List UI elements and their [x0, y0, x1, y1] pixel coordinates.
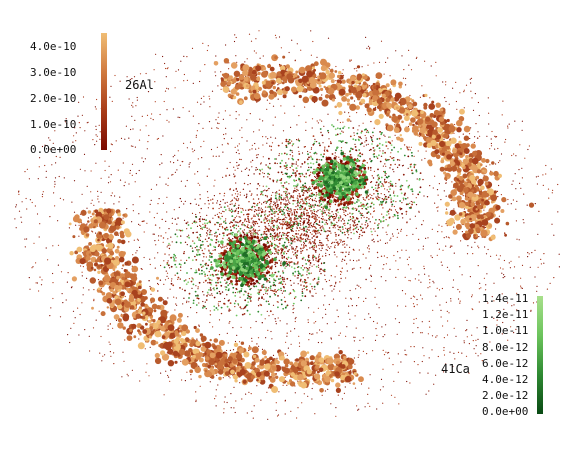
al26-label: 26Al [125, 78, 154, 92]
ca41-label: 41Ca [441, 362, 470, 376]
ca41-tick: 4.0e-12 [482, 373, 529, 386]
ca41-tick: 0.0e+00 [482, 405, 529, 418]
ca41-tick: 1.4e-11 [482, 292, 529, 305]
al26-tick: 0.0e+00 [30, 143, 77, 156]
ca41-tick: 1.2e-11 [482, 308, 529, 321]
ca41-tick: 6.0e-12 [482, 357, 529, 370]
ca41-tick: 8.0e-12 [482, 341, 529, 354]
ca41-colorbar [537, 296, 543, 414]
al26-tick: 3.0e-10 [30, 66, 77, 79]
al26-tick: 1.0e-10 [30, 118, 77, 131]
al26-colorbar [101, 33, 107, 150]
ca41-tick: 1.0e-11 [482, 324, 529, 337]
al26-tick: 2.0e-10 [30, 92, 77, 105]
al26-tick: 4.0e-10 [30, 40, 77, 53]
ca41-tick: 2.0e-12 [482, 389, 529, 402]
